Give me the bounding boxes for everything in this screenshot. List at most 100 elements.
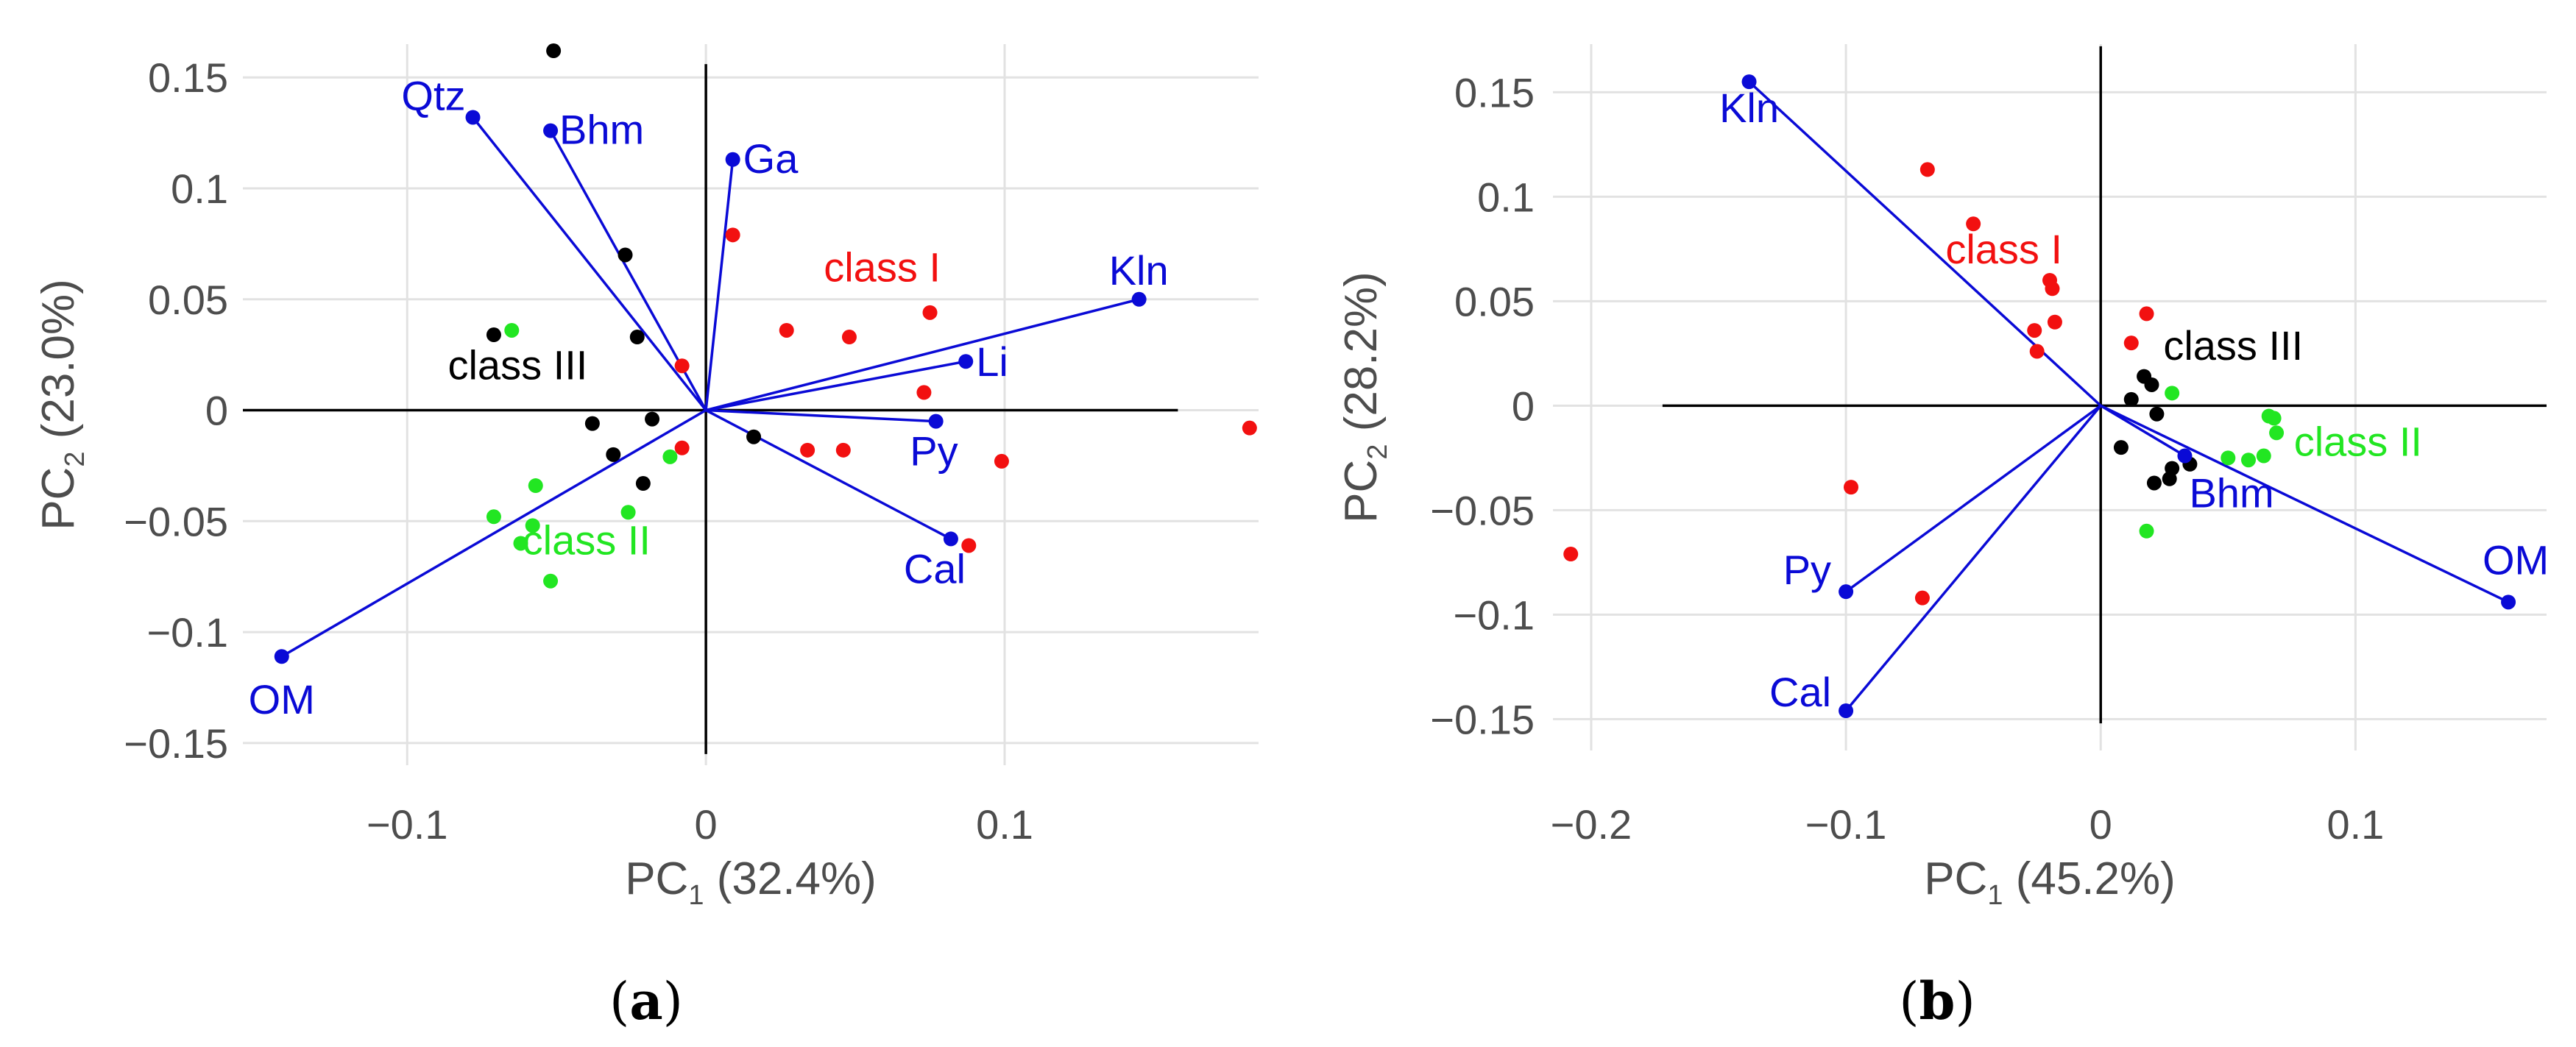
y-tick-label: 0.15 <box>1454 69 1535 116</box>
panel-b: −0.15 −0.1 −0.05 0 0.05 0.1 0.15 −0.2 −0.1 0 0.1 Kl… <box>1336 44 2549 1032</box>
point-class-ii <box>504 322 520 338</box>
loading-label-py: Py <box>910 428 958 475</box>
class-label-ii: class II <box>2294 419 2422 465</box>
point-class-i <box>841 330 857 345</box>
y-tick-label: 0.05 <box>1454 278 1535 324</box>
point-class-i <box>835 442 851 458</box>
point-class-iii <box>546 43 562 59</box>
point-class-ii <box>528 478 543 494</box>
point-class-iii <box>645 411 660 427</box>
point-class-ii <box>2256 448 2271 464</box>
point-class-iii <box>2144 377 2159 392</box>
loading-label-bhm: Bhm <box>559 107 644 153</box>
loading-label-py: Py <box>1783 547 1831 593</box>
loading-vector-ga <box>704 159 735 411</box>
loading-label-bhm: Bhm <box>2189 470 2274 517</box>
loading-label-ga: Ga <box>743 135 799 182</box>
loading-vector-om <box>280 409 707 658</box>
point-class-i <box>961 538 977 553</box>
class-label-i: class I <box>1945 226 2062 272</box>
loading-tip-py <box>1839 584 1854 600</box>
panel-caption-a: (a) <box>609 970 683 1032</box>
point-class-i <box>2047 314 2062 330</box>
point-class-ii <box>662 449 678 464</box>
point-class-i <box>674 358 690 374</box>
class-label-i: class I <box>824 244 941 291</box>
point-class-ii <box>2241 452 2256 468</box>
point-class-i <box>2027 323 2042 338</box>
x-tick-label: 0.1 <box>976 801 1033 848</box>
x-axis-title: PC1 (32.4%) <box>625 853 877 911</box>
y-tick-label: 0.15 <box>148 54 228 101</box>
point-class-iii <box>2149 406 2165 422</box>
y-tick-label: −0.15 <box>1430 696 1535 742</box>
x-tick-label: −0.2 <box>1551 801 1632 848</box>
x-tick-label: 0 <box>2090 801 2112 848</box>
class-label-ii: class II <box>523 517 651 564</box>
y-tick-label: 0 <box>205 388 228 434</box>
loading-tip-om <box>2501 595 2516 610</box>
point-class-i <box>1966 216 1981 232</box>
point-class-i <box>2045 281 2060 297</box>
panel-caption-b: (b) <box>1899 970 1975 1032</box>
point-class-ii <box>513 536 528 551</box>
loading-vector-cal <box>705 408 952 540</box>
x-tick-label: −0.1 <box>1805 801 1887 848</box>
point-class-ii <box>543 573 559 589</box>
loading-label-om: OM <box>2483 536 2549 583</box>
loading-tip-bhm <box>543 123 559 138</box>
point-class-iii <box>746 429 762 444</box>
x-tick-label: 0 <box>695 801 718 848</box>
class-label-iii: class III <box>447 341 587 388</box>
y-tick-label: 0 <box>1512 383 1535 429</box>
point-class-iii <box>2123 391 2139 407</box>
loading-vector-qtz <box>472 116 707 411</box>
loading-tip-py <box>928 414 944 429</box>
y-tick-label: 0.1 <box>171 166 228 212</box>
loading-tip-kln <box>1131 291 1147 307</box>
x-tick-label: −0.1 <box>367 801 448 848</box>
y-tick-label: −0.1 <box>146 609 228 656</box>
loading-vector-li <box>705 360 966 412</box>
point-class-iii <box>618 247 633 263</box>
loading-vector-om <box>2100 404 2509 603</box>
y-axis-title: PC2 (28.2%) <box>1336 271 1393 523</box>
y-tick-label: −0.1 <box>1453 592 1535 638</box>
point-class-ii <box>2221 450 2236 466</box>
y-tick-label: −0.15 <box>124 720 228 767</box>
point-class-ii <box>525 518 540 533</box>
loading-label-qtz: Qtz <box>401 73 465 119</box>
loading-vector-kln <box>705 298 1140 412</box>
loading-tip-kln <box>1741 74 1757 90</box>
point-class-iii <box>2162 471 2177 486</box>
loading-tip-bhm <box>2177 448 2193 464</box>
point-class-ii <box>2165 386 2180 401</box>
y-tick-label: 0.1 <box>1477 174 1535 220</box>
point-class-ii <box>2266 411 2282 426</box>
point-class-i <box>2123 336 2139 351</box>
point-class-i <box>800 442 815 458</box>
point-class-i <box>1844 480 1858 495</box>
point-class-i <box>1919 162 1935 177</box>
point-class-ii <box>620 505 636 520</box>
loading-tip-cal <box>1839 703 1854 719</box>
point-class-i <box>1914 590 1930 606</box>
point-class-iii <box>606 447 621 462</box>
y-tick-label: −0.05 <box>1430 487 1535 533</box>
point-class-iii <box>2113 440 2129 455</box>
loading-vector-bhm <box>2100 404 2186 458</box>
point-class-i <box>725 227 740 243</box>
loading-vector-py <box>706 408 936 423</box>
loading-label-kln: Kln <box>1109 247 1169 294</box>
point-class-i <box>674 440 690 455</box>
y-axis-title: PC2 (23.0%) <box>33 279 91 530</box>
loading-label-li: Li <box>976 338 1008 385</box>
point-class-i <box>2029 344 2045 359</box>
point-class-iii <box>2146 475 2162 491</box>
point-class-iii <box>584 416 600 431</box>
class-label-iii: class III <box>2163 322 2303 369</box>
loading-label-cal: Cal <box>904 545 966 592</box>
point-class-iii <box>486 327 501 343</box>
panel-a: −0.15 −0.1 −0.05 0 0.05 0.1 0.15 −0.1 0 0.1 Qtz Bhm… <box>33 43 1259 1032</box>
